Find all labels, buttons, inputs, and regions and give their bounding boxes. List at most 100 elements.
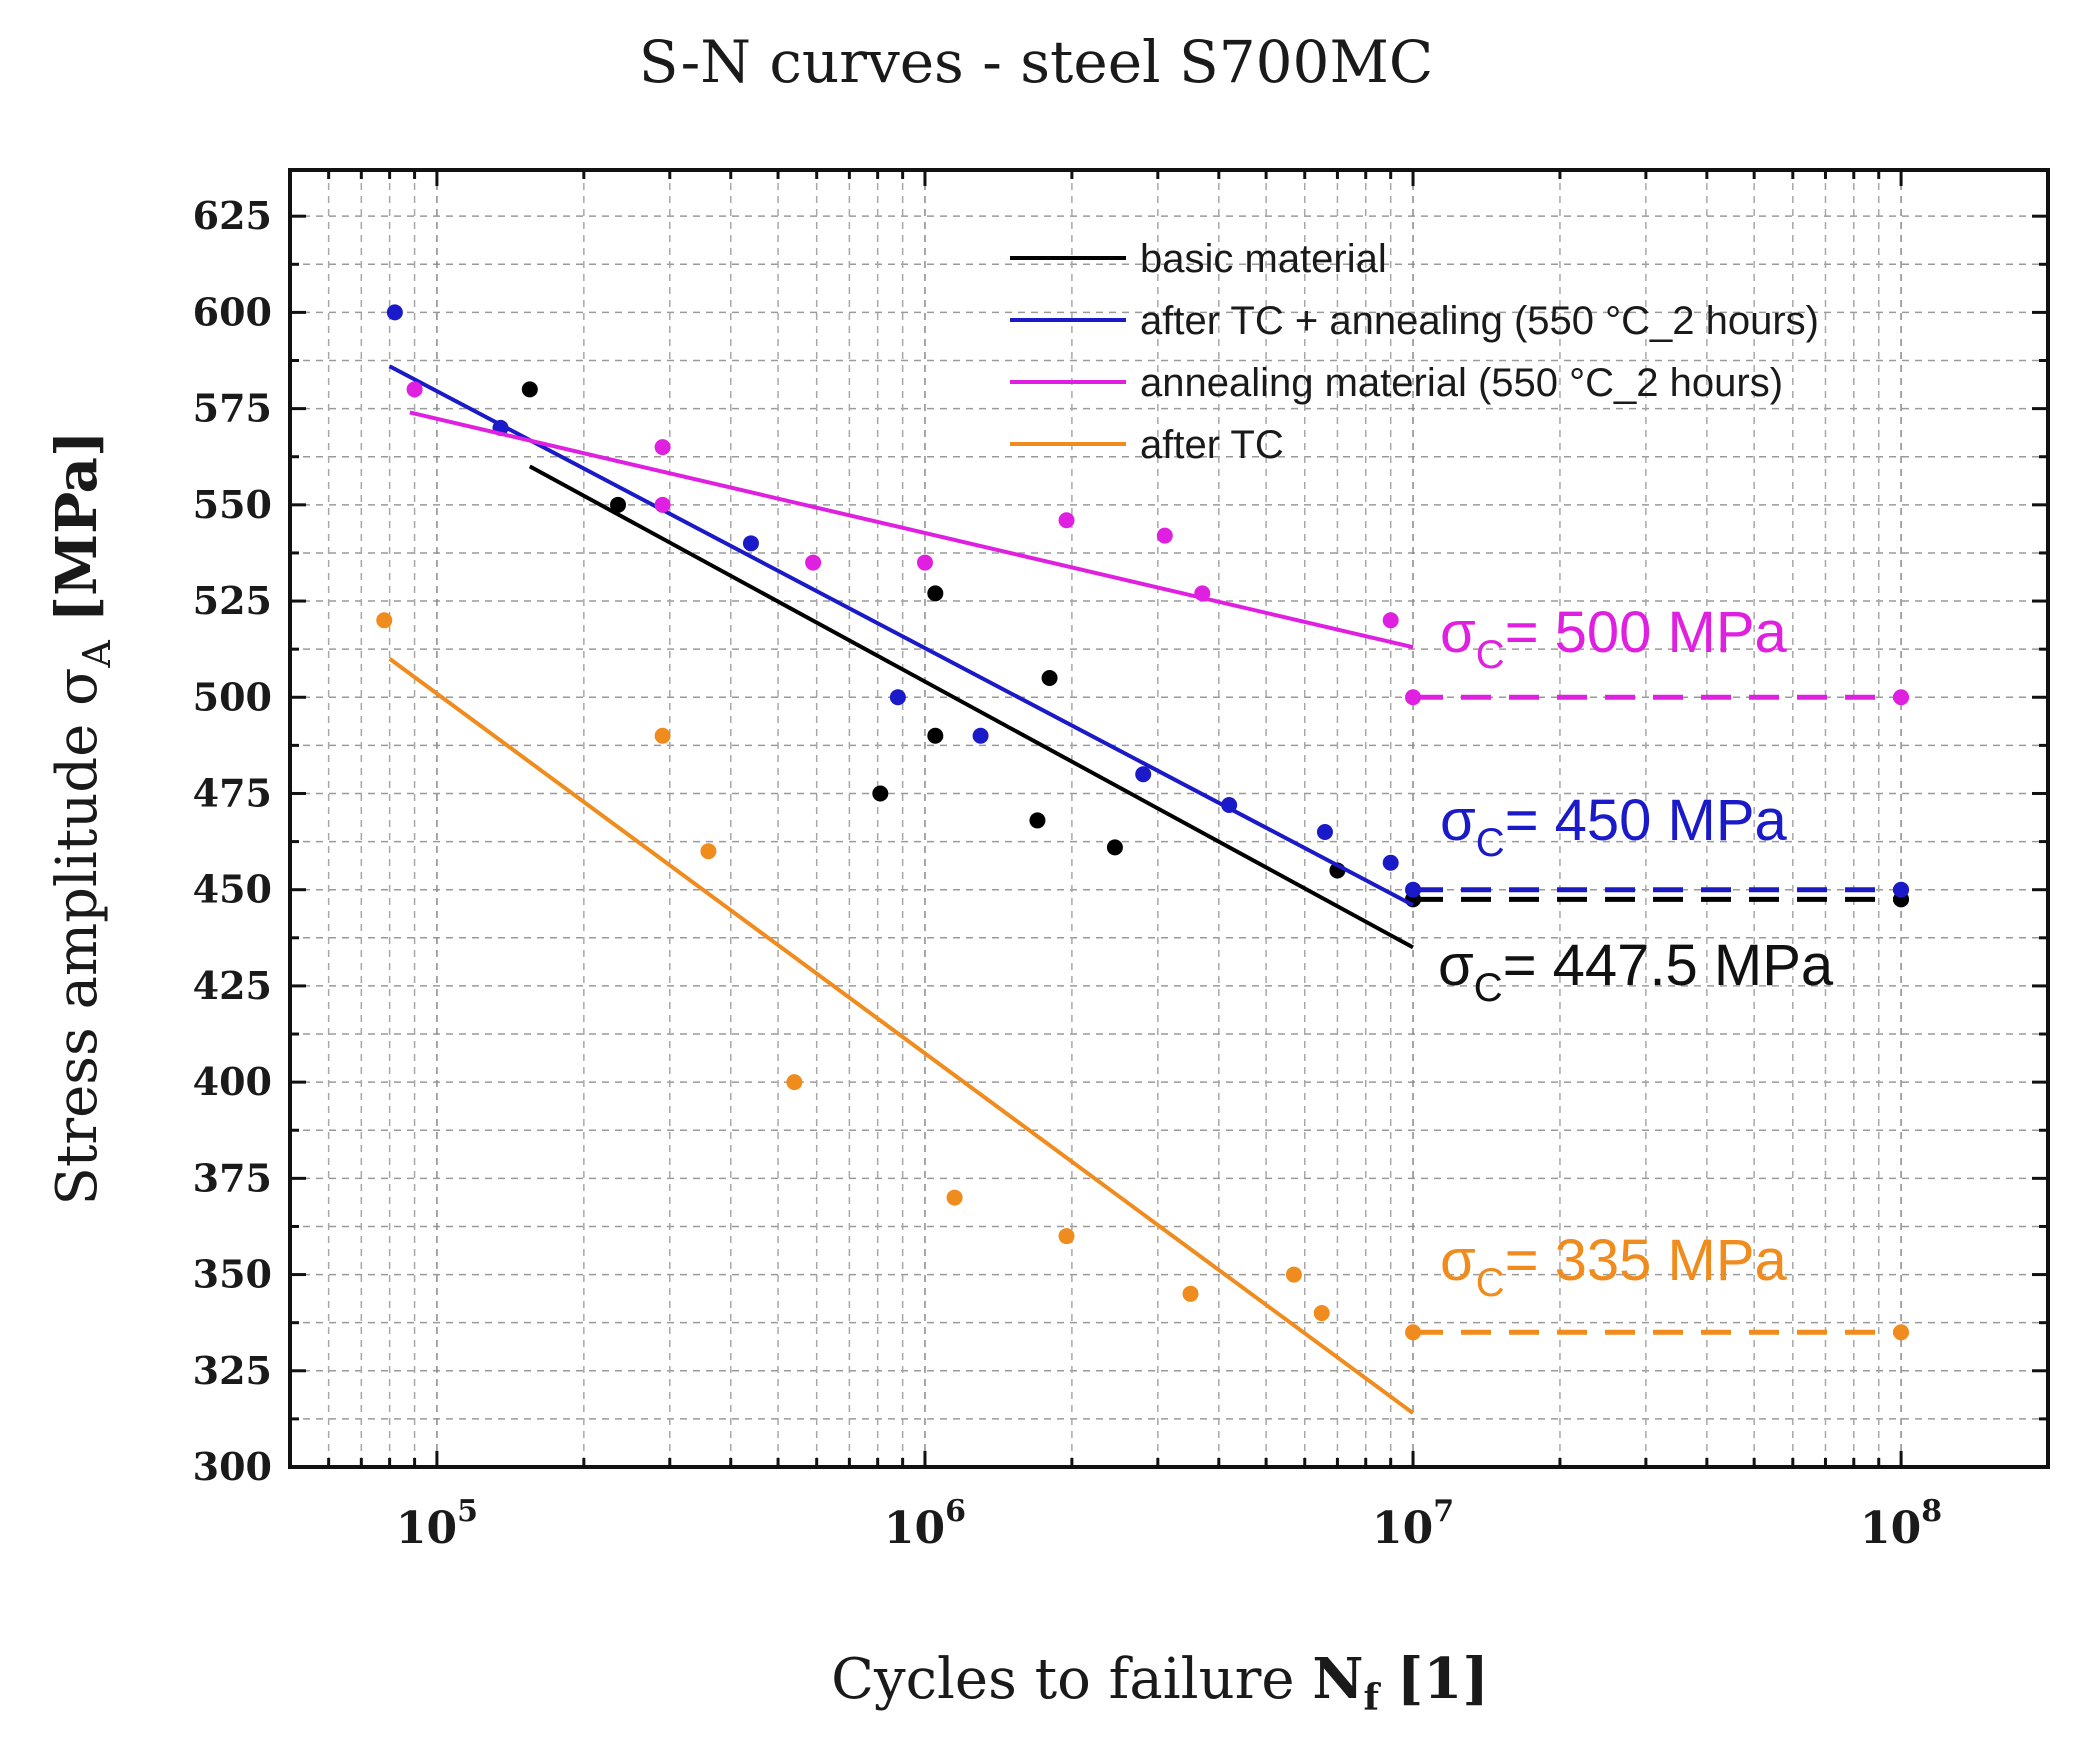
fit-line (528, 464, 1414, 950)
endurance-label: σC= 335 MPa (1440, 1228, 1788, 1305)
data-point (1221, 797, 1238, 814)
data-point (1893, 689, 1910, 706)
data-point (889, 689, 906, 706)
data-point (654, 439, 671, 456)
fit-line (388, 364, 1414, 907)
data-point (972, 727, 989, 744)
y-axis-label-unit: [MPa] (44, 431, 110, 623)
data-point (1106, 839, 1123, 856)
data-point (1135, 766, 1152, 783)
sigma-subscript: C (1476, 821, 1505, 865)
series-2 (406, 381, 1910, 706)
y-tick-label: 325 (193, 1348, 272, 1393)
y-tick-label: 400 (193, 1059, 272, 1104)
data-point (1382, 612, 1399, 629)
x-axis-label-sub: f (1364, 1677, 1382, 1719)
y-tick-label: 525 (193, 578, 272, 623)
y-tick-label: 575 (193, 386, 272, 431)
data-point (610, 496, 627, 513)
data-point (386, 304, 403, 321)
data-point (1194, 585, 1211, 602)
y-tick-label: 500 (193, 674, 272, 719)
data-point (1313, 1305, 1330, 1322)
data-point (1058, 512, 1075, 529)
data-point (376, 612, 393, 629)
sigma-symbol: σ (1440, 1228, 1476, 1293)
data-point (916, 554, 933, 571)
sigma-symbol: σ (1438, 933, 1474, 998)
legend-label: annealing material (550 °C_2 hours) (1140, 361, 1783, 405)
sigma-symbol: σ (1440, 788, 1476, 853)
y-tick-label: 600 (193, 289, 272, 334)
data-point (1405, 689, 1422, 706)
data-point (521, 381, 538, 398)
y-axis-label-sub: A (75, 640, 119, 669)
data-point (654, 496, 671, 513)
series-layer (376, 304, 1910, 1415)
sigma-subscript: C (1476, 633, 1505, 677)
data-point (1405, 881, 1422, 898)
y-tick-label: 425 (193, 963, 272, 1008)
data-point (1029, 812, 1046, 829)
grid-layer (289, 170, 2049, 1468)
sigma-subscript: C (1474, 966, 1503, 1010)
x-tick-label: 107 (1372, 1494, 1454, 1554)
data-point (1041, 670, 1058, 687)
data-point (1316, 823, 1333, 840)
x-tick-base: 10 (1860, 1503, 1921, 1554)
data-point (1182, 1285, 1199, 1302)
data-point (872, 785, 889, 802)
data-point (742, 535, 759, 552)
legend: basic material after TC + annealing (550 … (1010, 237, 1819, 467)
endurance-value: = 335 MPa (1505, 1228, 1788, 1293)
x-tick-base: 10 (396, 1503, 457, 1554)
y-tick-label: 350 (193, 1252, 272, 1297)
sigma-symbol: σ (1440, 600, 1476, 665)
y-axis-label: Stress amplitude σA [MPa] (44, 431, 119, 1206)
data-point (927, 585, 944, 602)
x-tick-label: 108 (1860, 1494, 1942, 1554)
data-point (1893, 1324, 1910, 1341)
y-tick-label: 450 (193, 867, 272, 912)
fit-line (409, 410, 1414, 650)
endurance-value: = 450 MPa (1505, 788, 1788, 853)
plot-frame (288, 168, 2050, 1469)
data-point (1405, 1324, 1422, 1341)
x-axis-label-space2 (1379, 1647, 1397, 1712)
chart-title: S-N curves - steel S700MC (639, 28, 1433, 96)
endurance-label: σC= 447.5 MPa (1438, 933, 1834, 1010)
x-axis-label-space (1295, 1647, 1313, 1712)
data-point (927, 727, 944, 744)
data-point (1285, 1266, 1302, 1283)
data-point (946, 1189, 963, 1206)
endurance-value: = 447.5 MPa (1503, 933, 1834, 998)
data-point (1156, 527, 1173, 544)
legend-label: after TC (1140, 423, 1284, 467)
series-3 (376, 612, 1910, 1415)
y-tick-label: 300 (193, 1444, 272, 1489)
y-tick-label: 550 (193, 482, 272, 527)
endurance-value: = 500 MPa (1505, 600, 1788, 665)
data-point (786, 1074, 803, 1091)
fit-line (388, 657, 1415, 1415)
x-axis-label-symbol: N (1312, 1646, 1363, 1712)
y-axis-label-text: Stress amplitude σ (45, 668, 110, 1206)
x-tick-label: 106 (884, 1494, 966, 1554)
data-point (805, 554, 822, 571)
x-tick-base: 10 (884, 1503, 945, 1554)
x-tick-base: 10 (1372, 1503, 1433, 1554)
data-point (654, 727, 671, 744)
y-tick-label: 375 (193, 1155, 272, 1200)
data-point (700, 843, 717, 860)
sigma-subscript: C (1476, 1261, 1505, 1305)
x-tick-exponent: 8 (1921, 1494, 1942, 1529)
legend-label: basic material (1140, 237, 1387, 281)
x-tick-exponent: 6 (945, 1494, 966, 1529)
y-tick-label: 625 (193, 193, 272, 238)
data-point (1058, 1228, 1075, 1245)
y-axis-label-space (45, 622, 110, 640)
x-axis-label-text: Cycles to failure (831, 1647, 1294, 1712)
data-point (1382, 854, 1399, 871)
